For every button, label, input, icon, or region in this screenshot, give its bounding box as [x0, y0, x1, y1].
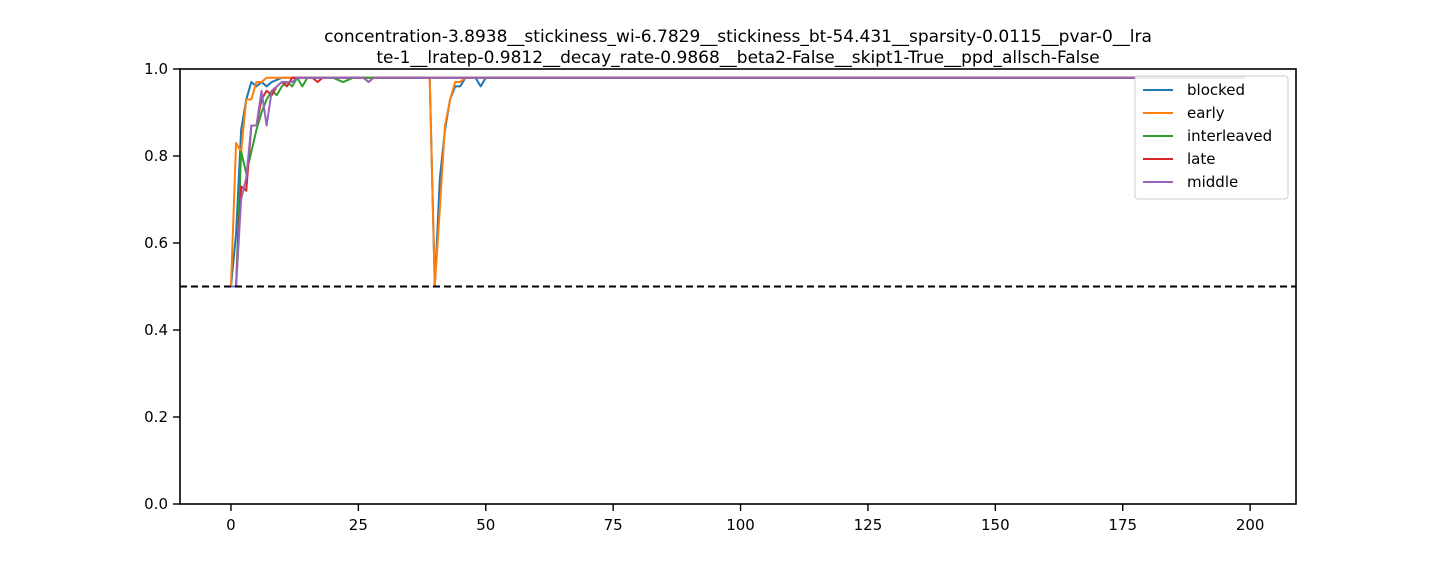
x-tick-label: 175 — [1108, 516, 1137, 534]
series-line-late — [230, 76, 1246, 288]
x-tick-label: 75 — [604, 516, 623, 534]
chart-title-line-1: concentration-3.8938__stickiness_wi-6.78… — [324, 27, 1152, 47]
x-axis: 0 25 50 75 100 125 150 175 200 — [226, 504, 1264, 534]
series-line-early — [229, 76, 1246, 288]
y-tick-label: 1.0 — [144, 60, 168, 78]
x-tick-label: 100 — [726, 516, 755, 534]
x-tick-label: 25 — [349, 516, 368, 534]
series-line-middle — [230, 76, 1246, 288]
y-tick-label: 0.4 — [144, 321, 168, 339]
series-line-blocked — [229, 76, 1246, 288]
y-tick-label: 0.8 — [144, 147, 168, 165]
x-tick-label: 125 — [854, 516, 883, 534]
legend: blocked early interleaved late middle — [1134, 75, 1289, 200]
plot-area — [229, 76, 1246, 288]
legend-label-late: late — [1187, 150, 1215, 168]
legend-label-early: early — [1187, 104, 1225, 122]
x-tick-label: 150 — [981, 516, 1010, 534]
y-tick-label: 0.0 — [144, 495, 168, 513]
series-line-interleaved — [230, 76, 1246, 288]
y-axis: 0.0 0.2 0.4 0.6 0.8 1.0 — [144, 60, 180, 513]
x-tick-label: 50 — [476, 516, 495, 534]
legend-box — [1134, 75, 1289, 200]
legend-label-blocked: blocked — [1187, 81, 1245, 99]
y-tick-label: 0.6 — [144, 234, 168, 252]
legend-label-interleaved: interleaved — [1187, 127, 1272, 145]
chart-title-line-2: te-1__lratep-0.9812__decay_rate-0.9868__… — [376, 48, 1099, 68]
axes-frame — [179, 68, 1297, 505]
chart-title: concentration-3.8938__stickiness_wi-6.78… — [324, 27, 1152, 68]
y-tick-label: 0.2 — [144, 408, 168, 426]
x-tick-label: 0 — [226, 516, 236, 534]
legend-label-middle: middle — [1187, 173, 1238, 191]
x-tick-label: 200 — [1236, 516, 1265, 534]
